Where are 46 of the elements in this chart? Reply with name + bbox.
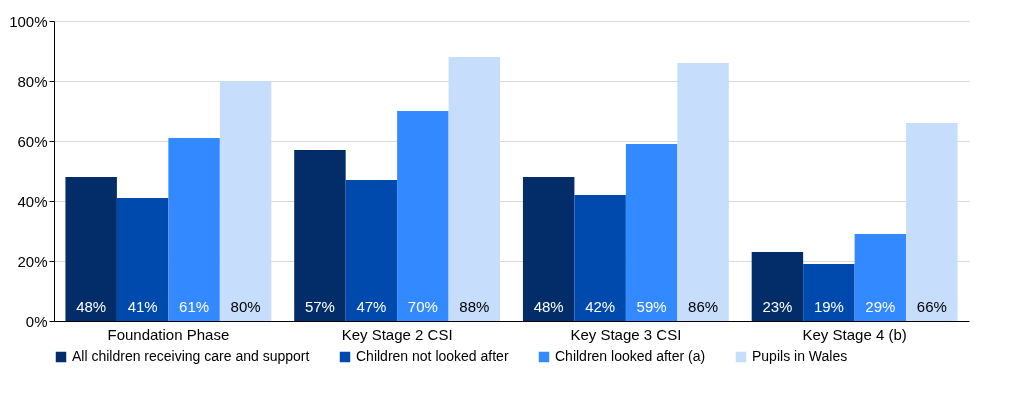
x-tick-label: Foundation Phase — [107, 325, 230, 343]
bar — [219, 81, 272, 321]
bar — [854, 234, 907, 321]
bar — [677, 63, 729, 321]
bar — [522, 177, 575, 321]
legend-label: All children receiving care and support — [72, 348, 310, 364]
text: 19% — [813, 298, 844, 315]
x-tick-label: Key Stage 4 (b) — [802, 325, 907, 343]
text: 23% — [762, 298, 793, 315]
bar — [294, 150, 346, 321]
text: 29% — [865, 298, 896, 315]
text: 61% — [179, 298, 210, 315]
y-tick-label: 60% — [17, 132, 48, 150]
text: 47% — [356, 298, 387, 315]
text: 59% — [636, 298, 667, 315]
text: 88% — [459, 298, 490, 315]
x-tick-label: Key Stage 2 CSI — [341, 325, 453, 343]
text: 57% — [304, 298, 335, 315]
bar — [345, 180, 398, 321]
text: 42% — [585, 298, 616, 315]
legend-label: Pupils in Wales — [752, 348, 848, 364]
bar — [397, 111, 449, 321]
text: 48% — [533, 298, 564, 315]
bar — [65, 177, 117, 321]
y-tick-label: 40% — [17, 192, 48, 210]
bar — [574, 195, 626, 321]
text: 70% — [407, 298, 438, 315]
bar — [448, 57, 501, 321]
y-tick-label: 0% — [25, 312, 48, 330]
y-tick-label: 20% — [17, 252, 48, 270]
text: 41% — [127, 298, 158, 315]
legend-label: Children not looked after — [356, 348, 509, 364]
bar — [168, 138, 220, 321]
y-tick-label: 80% — [17, 72, 48, 90]
x-tick-label: Key Stage 3 CSI — [570, 325, 682, 343]
text: 48% — [76, 298, 107, 315]
text: 80% — [230, 298, 261, 315]
legend-label: Children looked after (a) — [555, 348, 706, 364]
text: 66% — [916, 298, 947, 315]
text: 86% — [688, 298, 719, 315]
y-tick-label: 100% — [9, 12, 48, 30]
bar — [116, 198, 169, 321]
bar — [625, 144, 678, 321]
bar — [906, 123, 958, 321]
bar — [751, 252, 804, 321]
bar — [803, 264, 855, 321]
